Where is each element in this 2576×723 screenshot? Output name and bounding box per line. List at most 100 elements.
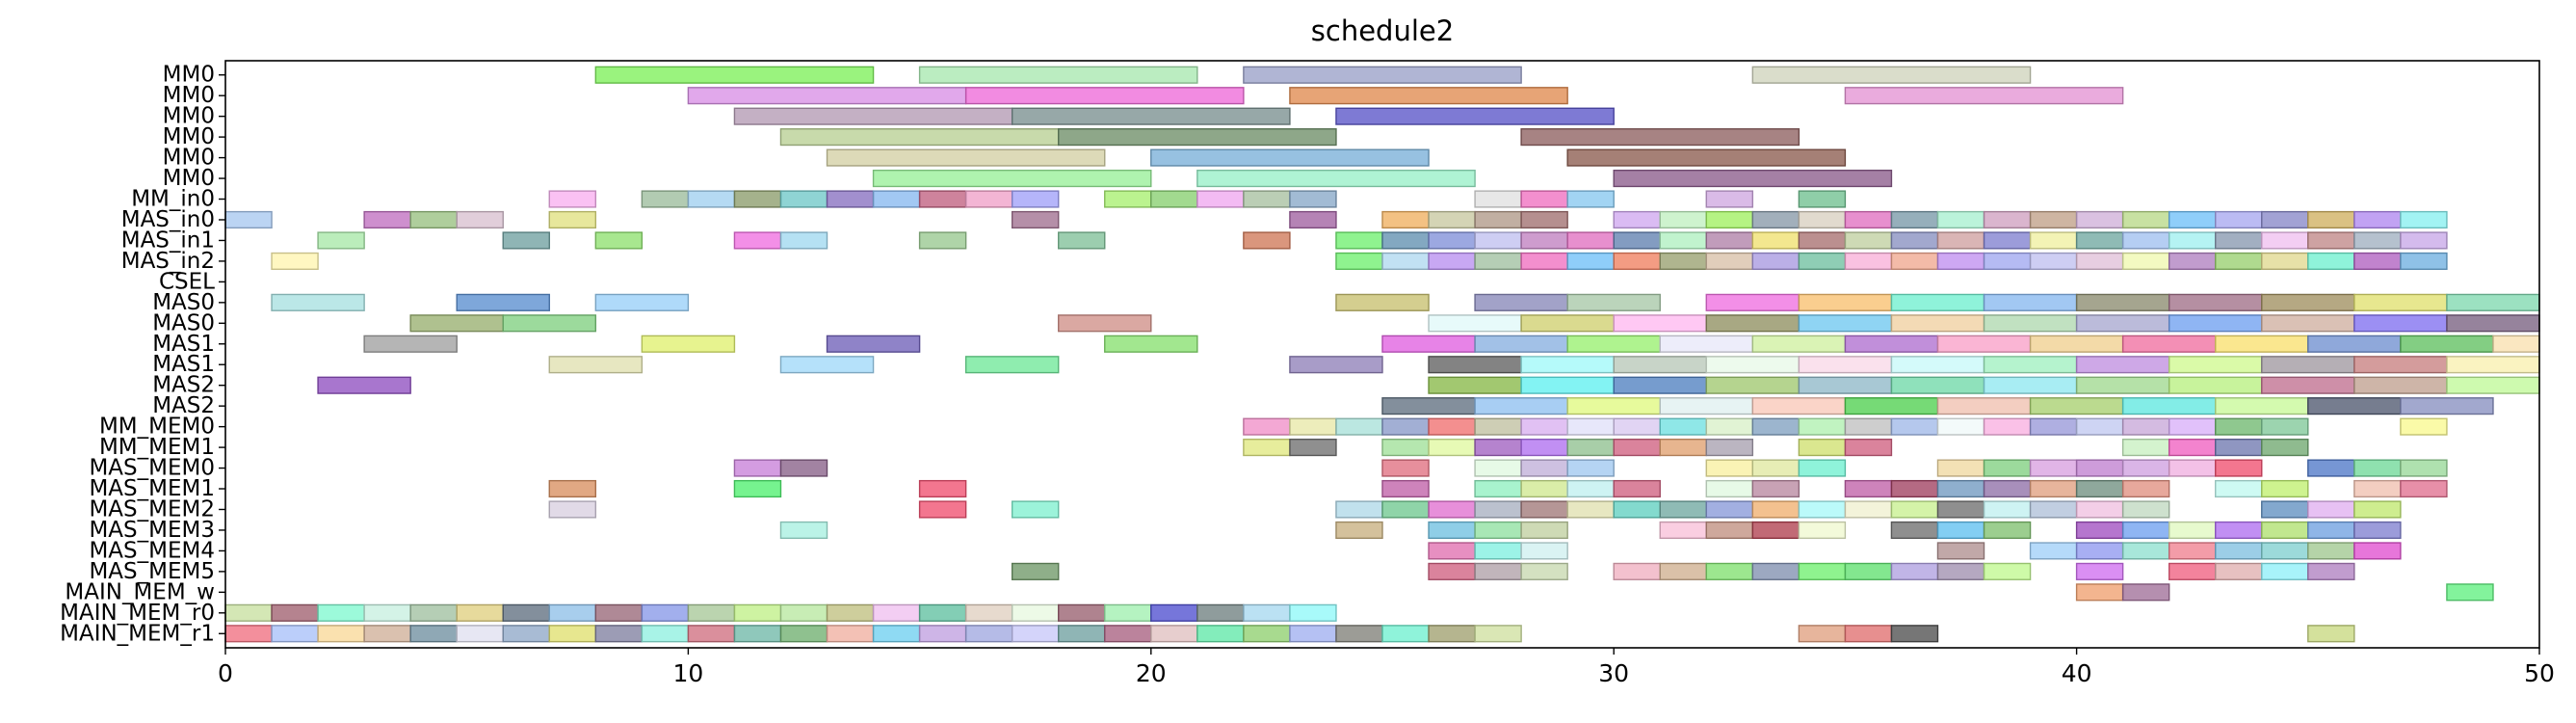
task-bar	[1659, 562, 1707, 580]
chart-title: schedule2	[1311, 14, 1454, 47]
task-bar	[1196, 169, 1476, 188]
task-bar	[1196, 603, 1245, 622]
task-bar	[1844, 562, 1893, 580]
task-bar	[1751, 210, 1801, 229]
task-bar	[1381, 397, 1476, 415]
task-bar	[224, 210, 273, 229]
task-bar	[1335, 625, 1383, 643]
task-bar	[1566, 293, 1661, 311]
y-tick-label: MAS_MEM5	[89, 559, 215, 584]
task-bar	[2446, 376, 2540, 394]
task-bar	[2400, 397, 2494, 415]
task-bar	[2121, 231, 2170, 250]
task-bar	[1751, 479, 1801, 498]
task-bar	[2121, 439, 2170, 457]
task-bar	[2121, 459, 2170, 477]
task-bar	[548, 625, 597, 643]
task-bar	[1659, 500, 1707, 519]
task-bar	[2075, 521, 2124, 540]
task-bar	[2261, 417, 2309, 436]
task-bar	[641, 335, 736, 353]
task-bar	[2400, 210, 2448, 229]
task-bar	[1566, 397, 1661, 415]
x-tick-label: 20	[1136, 659, 1167, 687]
task-bar	[1844, 479, 1893, 498]
task-bar	[1428, 439, 1476, 457]
task-bar	[2029, 417, 2078, 436]
task-bar	[2261, 210, 2309, 229]
task-bar	[2121, 479, 2170, 498]
task-bar	[1474, 252, 1522, 270]
task-bar	[1798, 356, 1893, 374]
task-bar	[1613, 252, 1661, 270]
task-bar	[2075, 252, 2124, 270]
task-bar	[779, 625, 828, 643]
task-bar	[1890, 625, 1939, 643]
task-bar	[1335, 252, 1383, 270]
task-bar	[594, 231, 644, 250]
task-bar	[1844, 335, 1939, 353]
task-bar	[1335, 107, 1615, 125]
task-bar	[2215, 479, 2263, 498]
task-bar	[872, 603, 921, 622]
task-bar	[1566, 417, 1615, 436]
y-tick-label: MM0	[163, 63, 215, 88]
task-bar	[2075, 293, 2170, 311]
task-bar	[1474, 542, 1522, 560]
task-bar	[1798, 314, 1893, 333]
task-bar	[2307, 625, 2355, 643]
task-bar	[1705, 314, 1801, 333]
task-bar	[1011, 190, 1060, 208]
task-bar	[1474, 231, 1522, 250]
task-bar	[2261, 252, 2309, 270]
task-bar	[2121, 500, 2170, 519]
y-tick-label: MAS1	[152, 332, 215, 357]
y-tick-label: MAS_MEM4	[89, 538, 215, 563]
y-tick-label: MAS_MEM1	[89, 476, 215, 501]
task-bar	[1428, 625, 1476, 643]
task-bar	[1474, 479, 1522, 498]
x-axis: 0 10 20 30 40 50	[218, 648, 2555, 687]
task-bar	[1936, 542, 1985, 560]
task-bar	[687, 87, 967, 105]
task-bar	[964, 603, 1013, 622]
task-bar	[918, 500, 967, 519]
y-tick-label: MAS0	[152, 310, 215, 335]
task-bar	[1659, 335, 1754, 353]
task-bar	[1243, 231, 1291, 250]
task-bar	[2353, 252, 2402, 270]
task-bar	[1381, 439, 1430, 457]
task-bar	[1751, 417, 1801, 436]
task-bar	[1243, 603, 1291, 622]
task-bar	[1104, 625, 1152, 643]
task-bar	[1335, 293, 1430, 311]
task-bar	[2492, 335, 2540, 353]
task-bar	[687, 603, 736, 622]
task-bar	[1428, 376, 1522, 394]
task-bar	[733, 459, 782, 477]
task-bar	[1150, 190, 1198, 208]
y-tick-label: MAS_MEM2	[89, 496, 215, 522]
y-tick-label: MM_MEM0	[99, 415, 215, 440]
task-bar	[1058, 128, 1337, 147]
task-bar	[1936, 231, 1985, 250]
y-tick-label: MAIN_MEM_w	[65, 579, 215, 604]
task-bar	[224, 603, 273, 622]
task-bar	[2400, 231, 2448, 250]
task-bar	[1011, 625, 1060, 643]
task-bar	[1983, 459, 2032, 477]
x-tick-label: 10	[672, 659, 703, 687]
task-bar	[1705, 376, 1801, 394]
task-bar	[2029, 542, 2078, 560]
task-bar	[641, 603, 690, 622]
task-bar	[2307, 500, 2355, 519]
task-bar	[1381, 252, 1430, 270]
task-bar	[1335, 231, 1383, 250]
task-bar	[1058, 314, 1152, 333]
task-bar	[2121, 521, 2170, 540]
task-bar	[1566, 148, 1847, 167]
task-bar	[1335, 417, 1383, 436]
task-bar	[2121, 252, 2170, 270]
task-bar	[2261, 376, 2355, 394]
task-bar	[1798, 459, 1847, 477]
